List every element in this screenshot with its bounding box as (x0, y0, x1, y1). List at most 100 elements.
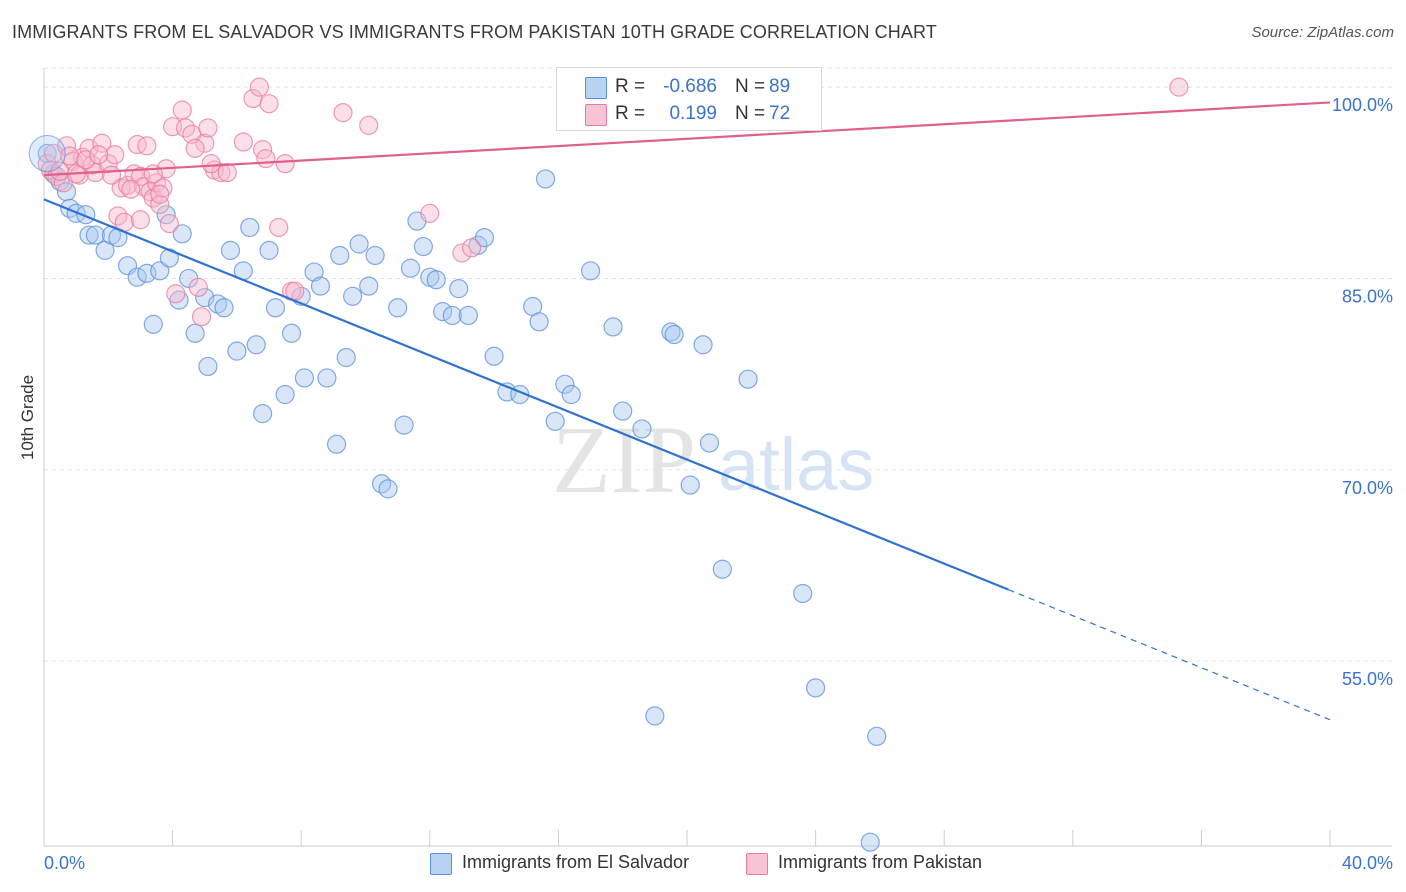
watermark-zip: ZIP (552, 406, 696, 513)
point-pakistan (188, 277, 208, 297)
point-pakistan (130, 210, 151, 230)
legend-n-label: N = (735, 103, 766, 124)
point-pakistan (269, 217, 289, 238)
point-el-salvador (227, 341, 247, 361)
stats-legend: R = -0.686 N = 89 R = 0.199 N = 72 (556, 67, 822, 131)
point-pakistan (1169, 77, 1189, 97)
point-el-salvador (343, 286, 363, 306)
point-pakistan (461, 238, 482, 258)
point-el-salvador (388, 298, 408, 318)
point-pakistan (191, 307, 212, 327)
legend-row-el-salvador: R = -0.686 N = 89 (557, 74, 821, 102)
y-tick-label: 85.0% (1342, 286, 1393, 306)
x-tick-label: 40.0% (1342, 853, 1393, 873)
point-el-salvador (433, 302, 453, 322)
point-el-salvador (143, 314, 163, 334)
point-el-salvador (529, 312, 549, 332)
point-pakistan (195, 133, 215, 153)
point-el-salvador (474, 228, 495, 248)
point-el-salvador (738, 369, 758, 389)
point-pakistan (150, 184, 170, 204)
point-el-salvador (603, 317, 623, 337)
point-el-salvador (172, 224, 192, 244)
point-el-salvador (613, 401, 633, 421)
point-pakistan (137, 136, 157, 156)
point-el-salvador-large (28, 134, 66, 173)
point-pakistan (198, 118, 218, 138)
point-pakistan (259, 94, 279, 114)
point-el-salvador (365, 245, 385, 266)
legend-row-pakistan: R = 0.199 N = 72 (557, 101, 821, 129)
point-el-salvador (304, 262, 324, 282)
trend-layer (43, 101, 1331, 721)
point-el-salvador (79, 225, 99, 245)
points-layer (28, 77, 1189, 852)
legend-swatch-blue (585, 77, 607, 99)
point-el-salvador (860, 832, 880, 852)
point-pakistan (333, 103, 353, 123)
point-el-salvador (214, 298, 234, 318)
trend-line-el-salvador (43, 198, 1009, 591)
point-el-salvador (85, 225, 106, 245)
point-pakistan (150, 194, 170, 215)
point-el-salvador (661, 322, 681, 342)
point-pakistan (159, 214, 179, 234)
point-el-salvador (359, 276, 379, 296)
point-el-salvador (185, 323, 205, 343)
legend-swatch-pink (585, 104, 607, 126)
point-el-salvador (317, 368, 337, 388)
point-el-salvador (632, 419, 652, 439)
point-el-salvador (265, 298, 286, 318)
point-el-salvador (555, 374, 575, 394)
legend-swatch-blue (430, 853, 452, 875)
point-pakistan (249, 77, 270, 97)
legend-n-label: N = (735, 76, 766, 97)
point-el-salvador (680, 475, 700, 495)
axis-layer (43, 68, 1392, 847)
trend-line-el-salvador-extension (1008, 589, 1331, 721)
point-el-salvador (426, 270, 446, 290)
point-el-salvador (37, 143, 57, 164)
point-pakistan (101, 165, 122, 185)
point-el-salvador (793, 583, 813, 604)
point-pakistan (79, 138, 99, 158)
point-pakistan (127, 134, 147, 155)
point-el-salvador (545, 411, 565, 431)
point-pakistan (185, 138, 205, 158)
point-el-salvador (561, 384, 581, 405)
point-el-salvador (281, 323, 302, 343)
point-el-salvador (458, 305, 478, 326)
legend-r-label: R = (615, 103, 646, 124)
legend-n-value: 72 (769, 103, 791, 124)
tick-labels: 55.0% 70.0% 85.0% 100.0% 0.0% 40.0% (44, 95, 1393, 873)
point-el-salvador (484, 346, 504, 366)
point-pakistan (359, 115, 379, 135)
point-pakistan (166, 284, 186, 304)
point-el-salvador (326, 434, 347, 454)
point-pakistan (452, 243, 472, 263)
point-el-salvador (349, 234, 369, 254)
point-el-salvador (294, 368, 315, 388)
point-el-salvador (220, 240, 241, 260)
point-el-salvador (693, 335, 713, 355)
trend-line-pakistan (43, 101, 1331, 177)
point-el-salvador (805, 678, 826, 698)
watermark: ZIP atlas (552, 406, 874, 513)
source-credit: Source: ZipAtlas.com (1251, 24, 1394, 41)
point-el-salvador (645, 706, 665, 726)
point-el-salvador (712, 559, 732, 579)
point-pakistan (89, 145, 109, 165)
y-tick-label: 55.0% (1342, 669, 1393, 689)
legend-r-value: 0.199 (669, 103, 717, 124)
point-el-salvador (371, 474, 392, 494)
point-pakistan (172, 100, 192, 120)
legend-label: Immigrants from El Salvador (462, 852, 690, 872)
point-el-salvador (867, 726, 887, 746)
point-el-salvador (310, 276, 331, 296)
point-el-salvador (198, 356, 218, 377)
watermark-atlas: atlas (718, 423, 874, 506)
legend-r-value: -0.686 (663, 76, 717, 97)
point-el-salvador (580, 261, 601, 281)
point-pakistan (420, 203, 440, 223)
